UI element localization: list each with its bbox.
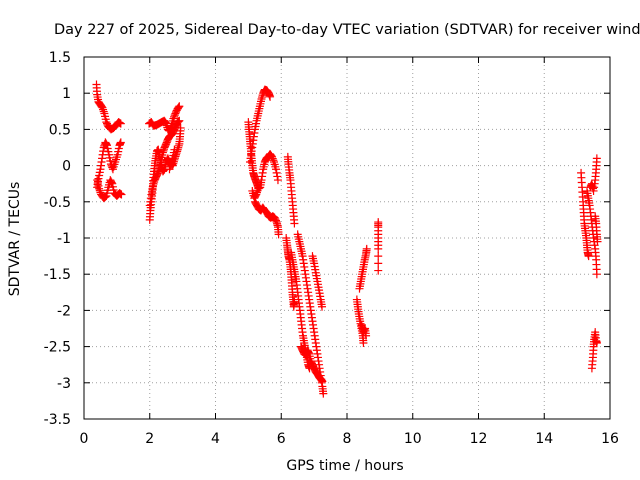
x-tick-label: 4: [211, 431, 220, 447]
data-point: [107, 178, 116, 187]
data-point: [271, 165, 280, 174]
y-tick-label: 1.5: [49, 50, 71, 66]
data-point: [95, 186, 104, 195]
chart-title: Day 227 of 2025, Sidereal Day-to-day VTE…: [54, 22, 640, 38]
x-tick-label: 6: [277, 431, 286, 447]
data-point: [268, 154, 277, 163]
y-tick-label: 1: [62, 86, 71, 102]
data-point: [97, 101, 106, 110]
data-point: [273, 176, 282, 185]
data-point: [592, 338, 601, 347]
data-point: [584, 252, 593, 261]
y-axis-label: SDTVAR / TECUs: [7, 182, 23, 297]
grid-lines: [84, 57, 610, 419]
data-point: [592, 154, 601, 163]
data-points: [92, 80, 602, 398]
tick-labels: 0 2 4 6 8 10 12 14 16 -3.5 -3 -2.5 -2 -1.5 -1 -0.5 0 0.5 1…: [44, 50, 619, 447]
data-point: [175, 102, 184, 111]
x-tick-label: 16: [601, 431, 619, 447]
y-tick-label: 0.5: [49, 122, 71, 138]
y-tick-label: -3: [57, 376, 71, 392]
data-point: [116, 138, 125, 147]
data-point: [362, 331, 371, 340]
data-point: [116, 119, 125, 128]
data-point: [175, 116, 184, 125]
data-point: [318, 302, 327, 311]
data-point: [290, 219, 299, 228]
data-point: [274, 230, 283, 239]
data-point: [98, 103, 107, 112]
data-point: [362, 244, 371, 253]
data-point: [174, 104, 183, 113]
data-point: [592, 270, 601, 279]
data-point: [169, 114, 178, 123]
x-tick-label: 10: [404, 431, 422, 447]
data-point: [359, 338, 368, 347]
y-tick-label: -1: [57, 231, 71, 247]
y-tick-label: -3.5: [44, 412, 71, 428]
data-point: [266, 92, 275, 101]
data-point: [95, 184, 104, 193]
data-point: [174, 103, 183, 112]
data-point: [170, 112, 179, 121]
y-tick-label: -2: [57, 303, 71, 319]
data-point: [266, 150, 275, 159]
x-tick-label: 2: [145, 431, 154, 447]
y-tick-label: 0: [62, 159, 71, 175]
data-point: [268, 152, 277, 161]
data-point: [273, 172, 282, 181]
data-point: [319, 389, 328, 398]
y-tick-label: -2.5: [44, 340, 71, 356]
data-point: [176, 123, 185, 132]
data-point: [374, 259, 383, 268]
data-point: [99, 107, 108, 116]
x-axis-label: GPS time / hours: [286, 458, 403, 474]
data-point: [269, 156, 278, 165]
data-point: [272, 168, 281, 177]
x-tick-label: 14: [535, 431, 553, 447]
x-tick-label: 12: [470, 431, 488, 447]
y-tick-label: -1.5: [44, 267, 71, 283]
data-point: [117, 190, 126, 199]
data-point: [593, 237, 602, 246]
data-point: [99, 105, 108, 114]
x-tick-label: 0: [80, 431, 89, 447]
data-point: [374, 244, 383, 253]
data-point: [318, 377, 327, 386]
data-point: [160, 117, 169, 126]
data-point: [252, 188, 261, 197]
data-point: [290, 297, 299, 306]
y-tick-label: -0.5: [44, 195, 71, 211]
axis-ticks: [83, 56, 611, 420]
data-point: [252, 190, 261, 199]
data-point: [100, 193, 109, 202]
data-point: [101, 192, 110, 201]
data-point: [374, 266, 383, 275]
data-point: [374, 252, 383, 261]
x-tick-label: 8: [343, 431, 352, 447]
